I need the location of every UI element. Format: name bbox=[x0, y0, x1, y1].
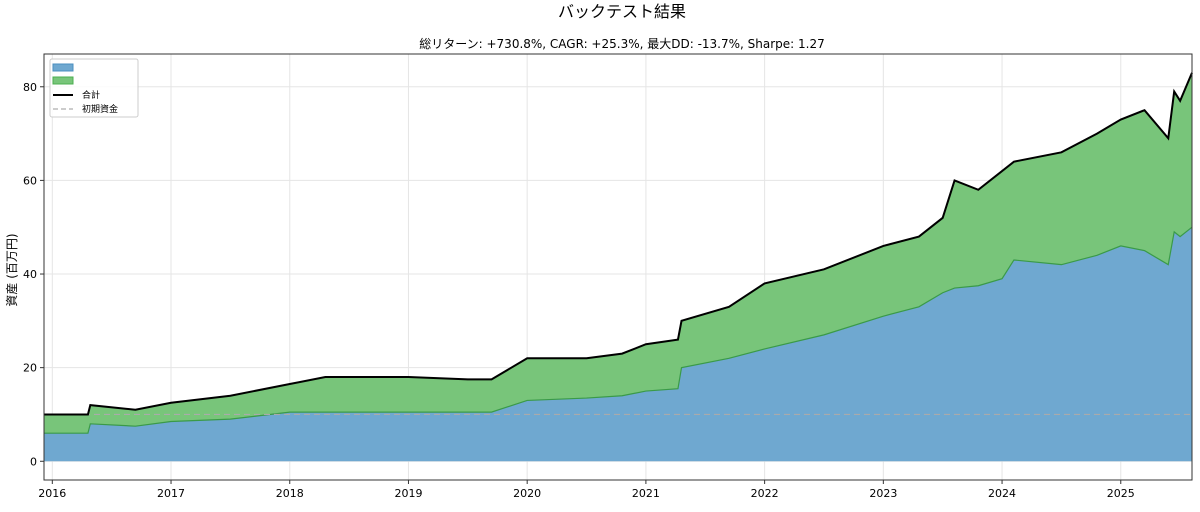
x-tick-label: 2022 bbox=[751, 487, 779, 500]
y-tick-label: 40 bbox=[23, 268, 37, 281]
x-tick-label: 2016 bbox=[38, 487, 66, 500]
y-tick-label: 60 bbox=[23, 174, 37, 187]
x-tick-label: 2018 bbox=[276, 487, 304, 500]
y-tick-label: 80 bbox=[23, 81, 37, 94]
chart-title: バックテスト結果 bbox=[558, 2, 686, 21]
x-tick-label: 2019 bbox=[394, 487, 422, 500]
x-tick-label: 2024 bbox=[988, 487, 1016, 500]
plot-frame bbox=[43, 53, 1193, 481]
legend-swatch-blue bbox=[52, 63, 74, 72]
x-tick-label: 2020 bbox=[513, 487, 541, 500]
x-tick-label: 2025 bbox=[1107, 487, 1135, 500]
legend-swatch-green bbox=[52, 76, 74, 85]
total-line bbox=[44, 72, 1193, 416]
area-blue bbox=[44, 227, 1192, 462]
x-tick-label: 2023 bbox=[869, 487, 897, 500]
legend-label-initial: 初期資金 bbox=[82, 103, 118, 115]
x-tick-label: 2021 bbox=[632, 487, 660, 500]
y-axis-label: 資産 (百万円) bbox=[4, 233, 19, 306]
legend-label-total: 合計 bbox=[82, 89, 100, 101]
y-tick-label: 20 bbox=[23, 362, 37, 375]
x-tick-label: 2017 bbox=[157, 487, 185, 500]
chart-subtitle: 総リターン: +730.8%, CAGR: +25.3%, 最大DD: -13.… bbox=[419, 37, 825, 51]
y-tick-label: 0 bbox=[30, 455, 37, 468]
area-green bbox=[44, 72, 1192, 434]
legend: 合計 初期資金 bbox=[49, 58, 139, 118]
